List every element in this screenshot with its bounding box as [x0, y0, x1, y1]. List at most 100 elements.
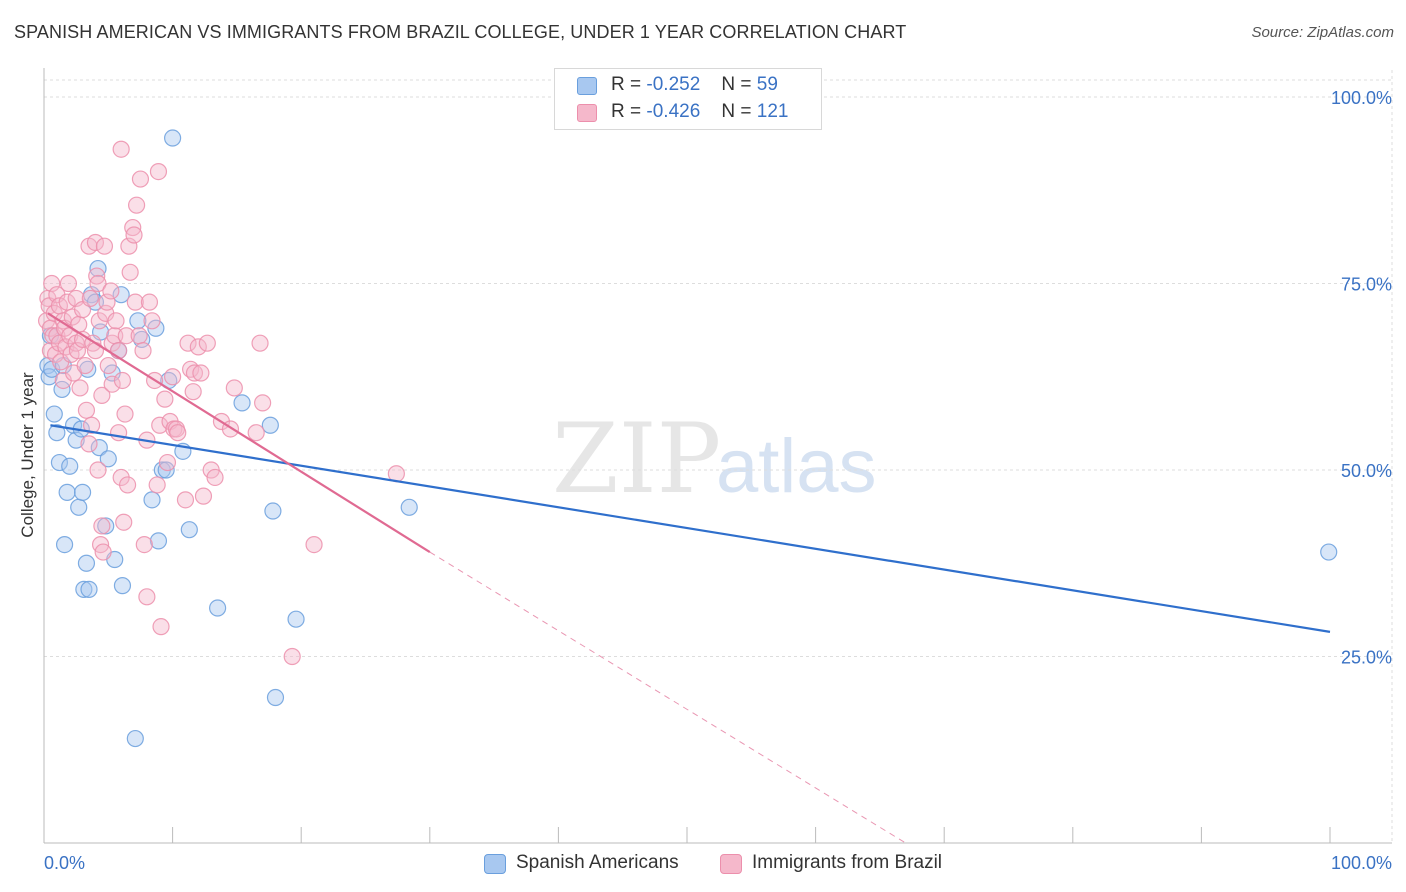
bottom-legend-swatch	[720, 854, 742, 874]
point-immigrants-brazil	[89, 461, 107, 479]
point-immigrants-brazil	[131, 170, 150, 188]
x-tick-label: 100.0%	[1331, 853, 1392, 873]
point-immigrants-brazil	[156, 390, 174, 408]
point-immigrants-brazil	[149, 163, 168, 181]
point-spanish-americans	[113, 577, 132, 595]
point-immigrants-brazil	[82, 416, 101, 434]
y-tick-label: 50.0%	[1341, 461, 1392, 481]
point-immigrants-brazil	[93, 517, 111, 535]
point-spanish-americans	[53, 380, 71, 399]
point-spanish-americans	[70, 498, 88, 516]
point-immigrants-brazil	[130, 327, 148, 345]
bottom-legend-label: Immigrants from Brazil	[752, 852, 943, 873]
point-spanish-americans	[50, 453, 69, 472]
point-spanish-americans	[1320, 543, 1338, 561]
legend-text: R = -0.426 N = 121	[611, 101, 788, 123]
point-immigrants-brazil	[185, 364, 204, 382]
point-immigrants-brazil	[251, 334, 269, 352]
point-spanish-americans	[209, 599, 227, 617]
point-spanish-americans	[143, 491, 161, 509]
y-tick-label: 25.0%	[1341, 648, 1392, 668]
point-spanish-americans	[67, 431, 85, 449]
bottom-legend-label: Spanish Americans	[516, 852, 679, 873]
point-immigrants-brazil	[151, 416, 169, 434]
trendline-immigrants-brazil-extension	[429, 551, 906, 844]
point-immigrants-brazil	[107, 312, 125, 330]
point-immigrants-brazil	[118, 476, 137, 494]
point-immigrants-brazil	[169, 424, 187, 442]
point-immigrants-brazil	[68, 342, 87, 360]
point-spanish-americans	[126, 729, 144, 748]
point-immigrants-brazil	[225, 379, 243, 397]
chart-title: SPANISH AMERICAN VS IMMIGRANTS FROM BRAZ…	[14, 22, 907, 42]
point-immigrants-brazil	[194, 487, 213, 505]
point-spanish-americans	[90, 439, 108, 457]
point-immigrants-brazil	[76, 356, 94, 375]
point-immigrants-brazil	[116, 405, 134, 423]
point-immigrants-brazil	[206, 468, 224, 487]
point-spanish-americans	[80, 580, 98, 598]
legend-n-label: N =	[721, 74, 752, 95]
point-immigrants-brazil	[109, 342, 128, 360]
point-immigrants-brazil	[77, 401, 96, 419]
point-immigrants-brazil	[247, 424, 265, 442]
point-immigrants-brazil	[135, 535, 153, 554]
point-immigrants-brazil	[184, 383, 202, 401]
point-spanish-americans	[75, 580, 93, 598]
point-immigrants-brazil	[305, 535, 323, 554]
y-tick-label: 100.0%	[1331, 88, 1392, 108]
point-immigrants-brazil	[89, 274, 107, 293]
point-spanish-americans	[287, 610, 305, 628]
point-immigrants-brazil	[125, 226, 143, 244]
point-immigrants-brazil	[86, 233, 105, 252]
point-immigrants-brazil	[143, 312, 161, 330]
point-spanish-americans	[261, 416, 279, 434]
point-immigrants-brazil	[189, 338, 207, 356]
legend-n-value: 59	[756, 74, 778, 95]
point-immigrants-brazil	[117, 327, 135, 345]
legend-r-value: -0.426	[646, 101, 701, 122]
point-immigrants-brazil	[158, 453, 177, 472]
point-immigrants-brazil	[148, 476, 166, 494]
point-immigrants-brazil	[94, 543, 112, 561]
point-immigrants-brazil	[80, 435, 98, 453]
point-immigrants-brazil	[93, 386, 111, 404]
y-axis-label: College, Under 1 year	[18, 372, 37, 538]
point-immigrants-brazil	[115, 513, 133, 531]
point-spanish-americans	[233, 394, 251, 412]
legend-box: R = -0.252 N = 59 R = -0.426 N = 121	[554, 68, 822, 130]
point-immigrants-brazil	[138, 588, 156, 606]
point-immigrants-brazil	[283, 647, 301, 666]
point-immigrants-brazil	[140, 293, 159, 311]
point-spanish-americans	[58, 483, 76, 501]
point-immigrants-brazil	[176, 491, 195, 509]
point-spanish-americans	[55, 535, 74, 554]
point-immigrants-brazil	[127, 196, 146, 214]
point-immigrants-brazil	[112, 140, 130, 158]
point-spanish-americans	[129, 312, 147, 330]
legend-n-label: N =	[721, 101, 752, 122]
point-immigrants-brazil	[179, 334, 197, 352]
point-spanish-americans	[45, 405, 63, 423]
point-immigrants-brazil	[198, 334, 216, 352]
source-label: Source: ZipAtlas.com	[1251, 24, 1394, 41]
point-immigrants-brazil	[192, 364, 210, 382]
point-spanish-americans	[180, 521, 198, 539]
legend-swatch-spanish-americans	[577, 77, 597, 95]
point-immigrants-brazil	[59, 274, 78, 293]
point-immigrants-brazil	[71, 379, 89, 397]
point-spanish-americans	[97, 517, 115, 535]
point-immigrants-brazil	[86, 342, 105, 360]
point-immigrants-brazil	[254, 394, 272, 412]
point-spanish-americans	[112, 286, 130, 304]
x-tick-label: 0.0%	[44, 853, 85, 873]
point-spanish-americans	[149, 532, 168, 550]
bottom-legend-swatch	[484, 854, 506, 874]
point-immigrants-brazil	[98, 293, 116, 311]
point-immigrants-brazil	[99, 356, 117, 375]
point-immigrants-brazil	[134, 342, 152, 360]
point-immigrants-brazil	[121, 263, 139, 281]
point-immigrants-brazil	[120, 237, 138, 255]
watermark-atlas: atlas	[716, 424, 877, 509]
